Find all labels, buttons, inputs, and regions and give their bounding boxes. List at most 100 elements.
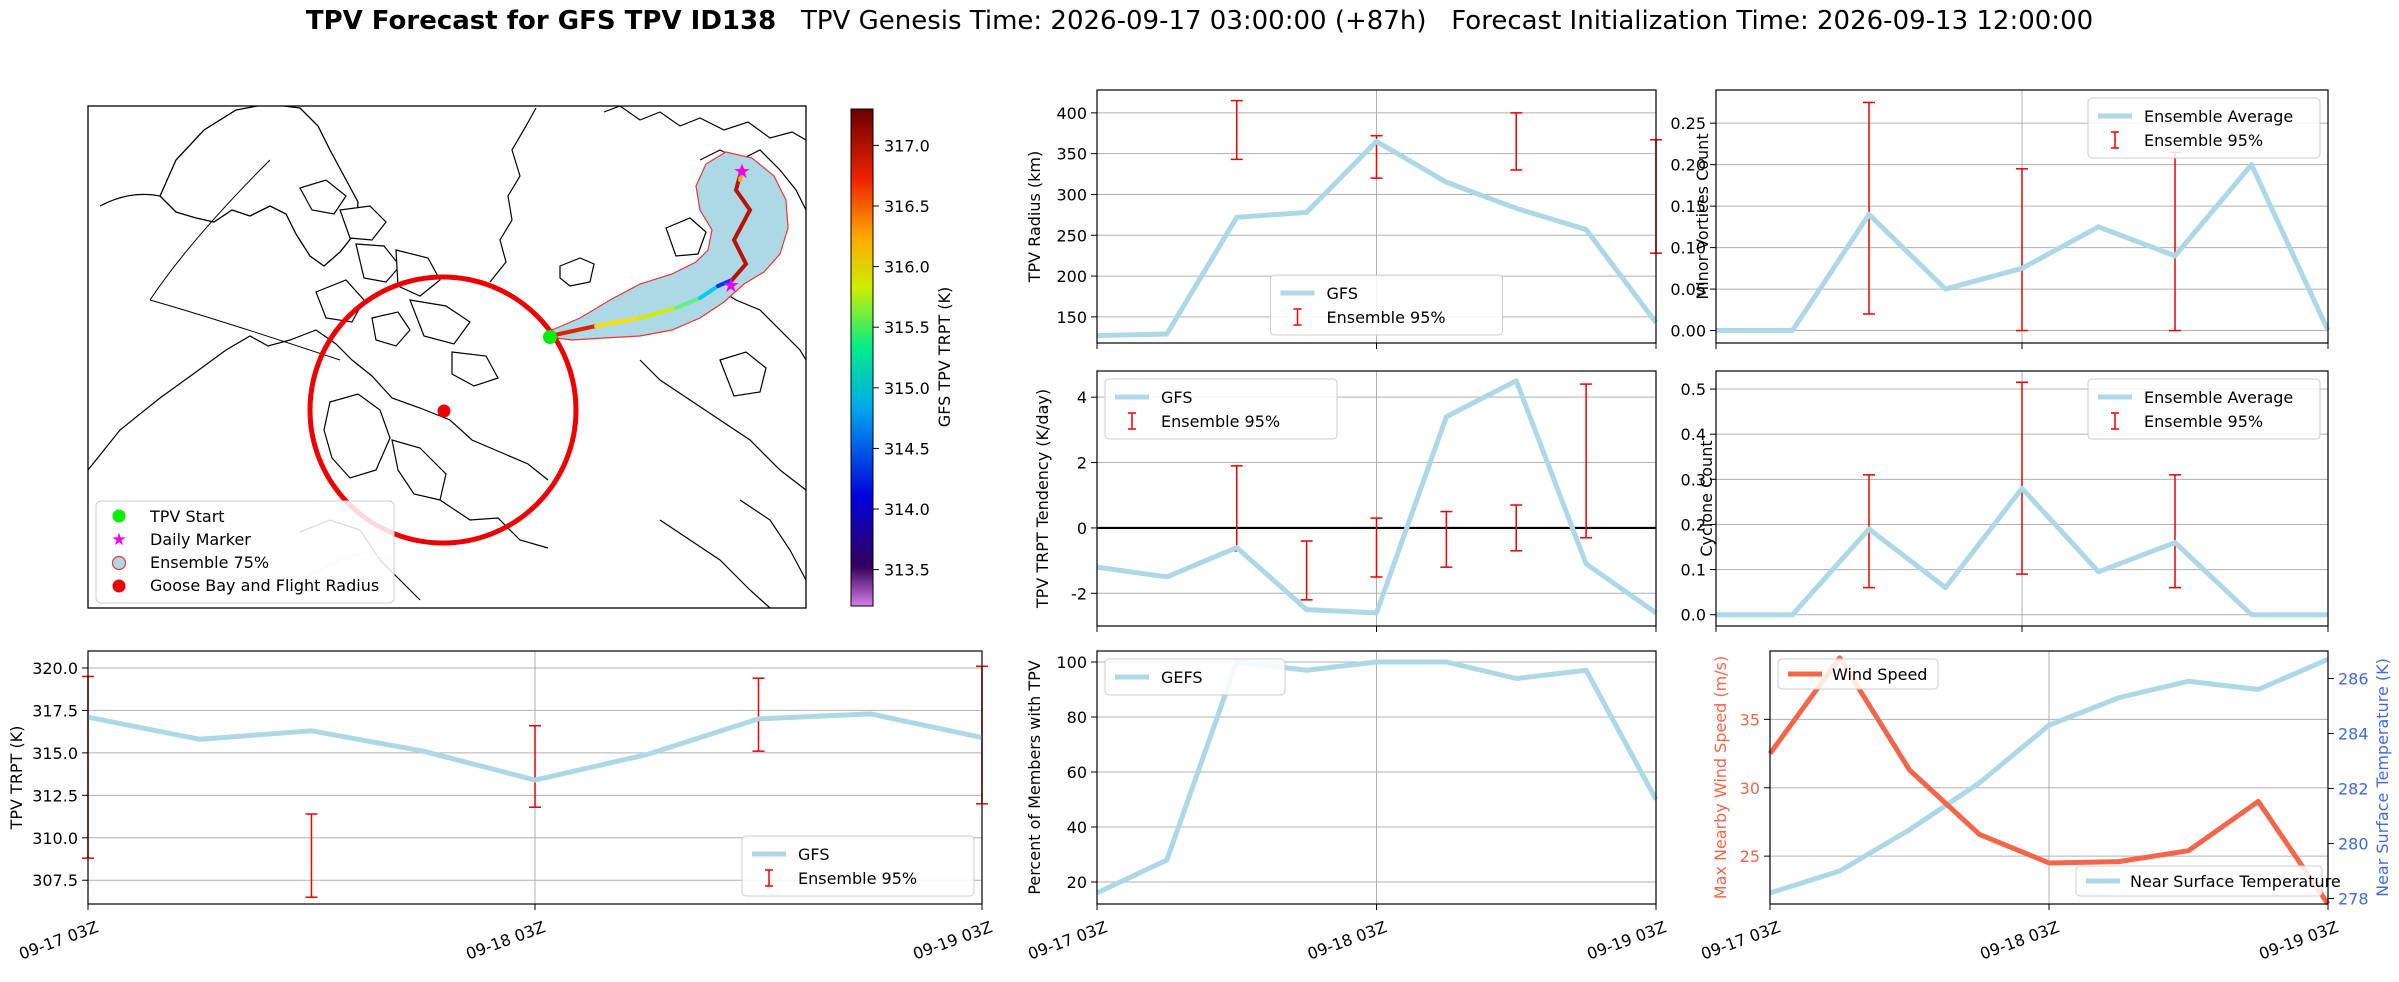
series-line-wind <box>1767 655 2331 906</box>
legend-box <box>1104 378 1338 440</box>
y-tick-label: 150 <box>1056 308 1087 327</box>
y-right-tick-label: 284 <box>2338 725 2369 744</box>
tpv-start-marker <box>543 330 557 344</box>
x-tick-label: 09-19 03Z <box>910 917 994 963</box>
series-line <box>1096 138 1658 339</box>
chart-radius: 150 200 250 300 350 400 TPV Radius (km) GFS Ense… <box>1025 89 1662 349</box>
legend-label: Ensemble Average <box>2144 388 2293 407</box>
y-tick-label: 80 <box>1067 708 1087 727</box>
y-right-tick-label: 278 <box>2338 890 2369 909</box>
legend-label: GFS <box>1327 284 1358 303</box>
init-time: Forecast Initialization Time: 2026-09-13… <box>1451 6 2094 36</box>
ensemble-75-region <box>551 151 789 341</box>
colorbar-tick-label: 317.0 <box>884 136 930 155</box>
series-line <box>1716 485 2328 618</box>
legend-label: GEFS <box>1161 668 1203 687</box>
y-tick-label: 0.2 <box>1681 515 1706 534</box>
y-tick-label: 0.0 <box>1681 606 1706 625</box>
axes-frame <box>1096 89 1657 344</box>
y-tick-label: 310.0 <box>32 829 78 848</box>
legend-label: Ensemble 95% <box>798 869 917 888</box>
flight-radius-circle <box>307 274 579 546</box>
axes-frame <box>1096 650 1657 905</box>
legend-label: GFS <box>798 845 829 864</box>
y-tick-label: 0.4 <box>1681 425 1706 444</box>
x-tick-label: 09-19 03Z <box>1584 917 1668 963</box>
y-tick-label: 400 <box>1056 104 1087 123</box>
legend-ensemble-label: Ensemble 75% <box>150 553 269 572</box>
chart-tendency: -2 0 2 4 TPV TRPT Tendency (K/day) GFS Ensembl… <box>1033 370 1658 632</box>
y-axis-label: TPV Radius (km) <box>1025 151 1044 284</box>
y-axis-label: Max Nearby Wind Speed (m/s) <box>1711 656 1730 899</box>
y-tick-label: 40 <box>1067 818 1087 837</box>
legend-goose-label: Goose Bay and Flight Radius <box>150 576 379 595</box>
y-tick-label: 0 <box>1077 519 1087 538</box>
legend-box <box>2087 97 2321 159</box>
y-axis-label: TPV TRPT Tendency (K/day) <box>1033 389 1052 609</box>
y-tick-label: 4 <box>1077 388 1087 407</box>
y-tick-label: 0.1 <box>1681 561 1706 580</box>
colorbar-tick-label: 316.0 <box>884 258 930 277</box>
y-tick-label: 307.5 <box>32 871 78 890</box>
y-tick-label: 0.05 <box>1670 280 1706 299</box>
chart-trpt: 307.5 310.0 312.5 315.0 317.5 320.0 09-17 03Z 0… <box>7 650 995 964</box>
daily-marker-2: ★ <box>733 159 751 183</box>
axes-frame <box>1096 370 1657 627</box>
daily-marker-1: ★ <box>722 273 740 297</box>
legend-goose-icon <box>112 579 126 593</box>
x-tick-label: 09-18 03Z <box>1977 917 2061 963</box>
y-axis-label: Cyclone Count <box>1697 440 1716 556</box>
y-tick-label: 60 <box>1067 763 1087 782</box>
y-tick-label: 300 <box>1056 185 1087 204</box>
y-tick-label: 0.20 <box>1670 156 1706 175</box>
colorbar-tick-label: 314.0 <box>884 500 930 519</box>
map-coastlines <box>88 106 806 608</box>
series-line <box>1096 378 1658 616</box>
x-tick-label: 09-17 03Z <box>1698 917 1782 963</box>
y-tick-label: 317.5 <box>32 701 78 720</box>
y-tick-label: 320.0 <box>32 659 78 678</box>
y-tick-label: 250 <box>1056 226 1087 245</box>
axes-frame <box>1715 89 2329 344</box>
y-tick-label: 0.00 <box>1670 322 1706 341</box>
colorbar-tick-label: 314.5 <box>884 439 930 458</box>
colorbar-tick-label: 313.5 <box>884 561 930 580</box>
chart-cyclone: 0.0 0.1 0.2 0.3 0.4 0.5 Cyclone Count Ensemble … <box>1681 370 2329 632</box>
colorbar-tick-label: 315.0 <box>884 379 930 398</box>
series-line <box>1095 659 1659 896</box>
y-tick-label: 20 <box>1067 873 1087 892</box>
legend-label: Ensemble Average <box>2144 107 2293 126</box>
y-tick-label: 350 <box>1056 145 1087 164</box>
y-right-tick-label: 282 <box>2338 780 2369 799</box>
y-tick-label: 315.0 <box>32 744 78 763</box>
legend-box <box>2087 378 2321 440</box>
x-tick-label: 09-17 03Z <box>1025 917 1109 963</box>
legend-box <box>2075 865 2323 897</box>
map-panel: ★ ★ TPV Start ★ Daily Marker Ensemble 75… <box>87 105 954 609</box>
map-frame <box>87 105 807 609</box>
legend-label: GFS <box>1161 388 1192 407</box>
y-right-axis-label: Near Surface Temperature (K) <box>2373 658 2392 897</box>
legend-label: Ensemble 95% <box>1161 412 1280 431</box>
y-tick-label: 0.3 <box>1681 470 1706 489</box>
legend-label: Wind Speed <box>1832 665 1927 684</box>
y-tick-label: 0.15 <box>1670 197 1706 216</box>
figure-title-line: TPV Forecast for GFS TPV ID138 TPV Genes… <box>0 6 2399 36</box>
x-tick-label: 09-17 03Z <box>16 917 100 963</box>
y-axis-label: TPV TRPT (K) <box>7 726 26 831</box>
colorbar-tick-label: 315.5 <box>884 318 930 337</box>
tpv-track <box>548 166 753 338</box>
legend-daily-label: Daily Marker <box>150 530 251 549</box>
chart-percent: 20 40 60 80 100 09-17 03Z 09-18 03Z 09-19 03Z Pe… <box>1025 650 1669 964</box>
y-tick-label: 100 <box>1056 653 1087 672</box>
axes-frame <box>1769 650 2329 905</box>
y-tick-label: 0.5 <box>1681 380 1706 399</box>
y-axis-label: Percent of Members with TPV <box>1025 660 1044 894</box>
y-tick-label: 312.5 <box>32 786 78 805</box>
legend-ensemble-icon <box>111 555 127 571</box>
colorbar-label: GFS TPV TRPT (K) <box>935 287 954 427</box>
colorbar: 313.5 314.0 314.5 315.0 315.5 316.0 316.5 317.0… <box>850 108 954 607</box>
figure-title: TPV Forecast for GFS TPV ID138 <box>305 6 777 36</box>
